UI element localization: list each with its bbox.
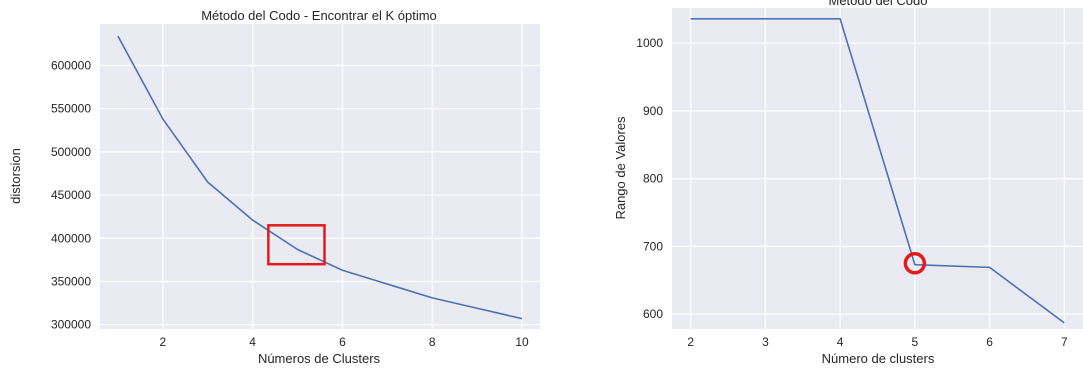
chart-title: Método del Codo bbox=[828, 0, 927, 8]
x-tick-label: 2 bbox=[687, 335, 694, 349]
x-axis-label: Número de clusters bbox=[822, 351, 935, 366]
highlight-annotation bbox=[267, 224, 326, 266]
y-tick-label: 350000 bbox=[51, 274, 91, 288]
x-tick-label: 4 bbox=[837, 335, 844, 349]
x-tick-label: 8 bbox=[429, 335, 436, 349]
series-line bbox=[690, 18, 1065, 324]
chart-title: Método del Codo - Encontrar el K óptimo bbox=[201, 8, 437, 23]
plot-area bbox=[100, 24, 540, 329]
y-tick-label: 600000 bbox=[51, 58, 91, 72]
x-tick-label: 2 bbox=[160, 335, 167, 349]
x-tick-label: 5 bbox=[912, 335, 919, 349]
y-tick-label: 1000 bbox=[636, 36, 663, 50]
x-tick-label: 6 bbox=[986, 335, 993, 349]
y-tick-label: 500000 bbox=[51, 145, 91, 159]
x-tick-label: 6 bbox=[339, 335, 346, 349]
gridlines bbox=[100, 24, 540, 329]
y-tick-label: 600 bbox=[643, 307, 663, 321]
x-tick-label: 10 bbox=[515, 335, 529, 349]
y-tick-label: 450000 bbox=[51, 188, 91, 202]
x-tick-label: 7 bbox=[1061, 335, 1068, 349]
y-tick-label: 400000 bbox=[51, 231, 91, 245]
elbow-chart-value-range: 2 3 4 5 6 7 600 700 800 900 1000 Método del Codo N… bbox=[613, 0, 1083, 366]
x-tick-label: 3 bbox=[762, 335, 769, 349]
y-tick-label: 300000 bbox=[51, 318, 91, 332]
x-axis-label: Números de Clusters bbox=[258, 351, 381, 366]
plot-area bbox=[672, 8, 1083, 329]
x-tick-label: 4 bbox=[249, 335, 256, 349]
y-tick-label: 800 bbox=[643, 172, 663, 186]
highlight-rectangle bbox=[267, 224, 326, 266]
y-axis-label: Rango de Valores bbox=[613, 116, 628, 220]
highlight-circle bbox=[903, 252, 927, 275]
elbow-chart-distortion: 2 4 6 8 10 300000 350000 400000 450000 500000 5500… bbox=[8, 8, 540, 366]
y-tick-label: 900 bbox=[643, 104, 663, 118]
tick-labels: 2 3 4 5 6 7 600 700 800 900 1000 bbox=[636, 36, 1068, 349]
gridlines bbox=[672, 8, 1083, 329]
series-line bbox=[117, 35, 523, 320]
highlight-annotation bbox=[903, 252, 927, 275]
y-tick-label: 550000 bbox=[51, 102, 91, 116]
tick-labels: 2 4 6 8 10 300000 350000 400000 450000 500000 5500… bbox=[51, 58, 529, 349]
y-tick-label: 700 bbox=[643, 239, 663, 253]
y-axis-label: distorsion bbox=[8, 148, 23, 204]
